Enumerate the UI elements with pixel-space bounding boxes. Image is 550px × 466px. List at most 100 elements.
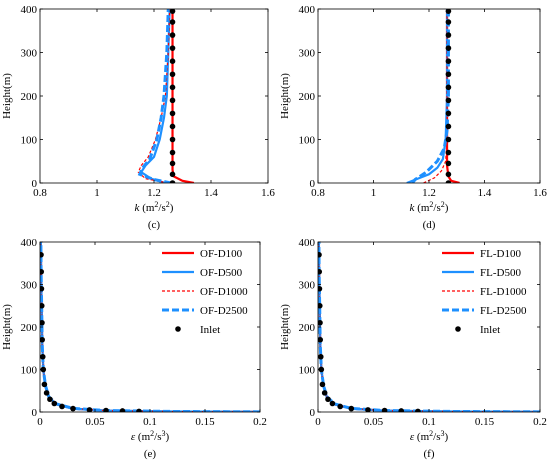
plot-area-c [137,9,195,183]
inlet-point-e-1 [119,408,126,412]
panel-caption-c: (c) [148,219,161,231]
inlet-point-c-14 [169,9,176,14]
x-tick-label-e-4: 0.2 [253,416,267,428]
legend-marker-f-4 [455,326,461,332]
inlet-point-e-11 [40,353,46,360]
inlet-point-f-0 [415,408,421,412]
y-tick-label-f-0: 0 [310,407,316,419]
x-tick-label-d-1: 1 [371,187,377,199]
x-axis-label-e: ε (m2/s3) [131,429,170,444]
inlet-point-e-13 [40,319,45,326]
plot-area-f [318,242,540,412]
x-tick-label-c-0: 0.8 [33,187,47,199]
legend-label-f-1: FL-D500 [480,267,521,279]
inlet-point-c-13 [169,19,176,25]
inlet-point-e-8 [43,390,50,396]
inlet-point-c-9 [169,71,176,78]
inlet-point-c-8 [169,84,176,91]
x-tick-label-c-3: 1.4 [204,187,218,199]
chart-panel-e: 0 0.05 0.1 0.15 0.2 0 100 200 300 400 Height(m) ε (… [1,237,267,460]
x-tick-label-f-2: 0.1 [422,416,436,428]
inlet-point-e-16 [40,268,45,275]
y-tick-label-c-4: 400 [21,4,38,16]
x-tick-label-e-3: 0.15 [195,416,215,428]
inlet-point-d-4 [445,136,452,143]
y-tick-label-d-1: 100 [299,135,316,147]
inlet-point-c-1 [169,171,176,178]
inlet-point-e-7 [47,396,53,403]
inlet-point-c-6 [169,110,176,117]
x-tick-label-c-4: 1.6 [261,187,275,199]
inlet-point-d-5 [445,123,452,130]
chart-panel-d: 0.8 1 1.2 1.4 1.6 0 100 200 300 400 Height(m) k (m2… [279,4,547,231]
legend-label-f-2: FL-D1000 [480,286,527,298]
y-tick-label-e-0: 0 [32,407,38,419]
x-tick-label-d-2: 1.2 [422,187,436,199]
x-tick-label-d-3: 1.4 [478,187,492,199]
inlet-point-e-9 [41,381,48,388]
inlet-point-e-3 [86,407,93,412]
y-tick-label-e-1: 100 [21,365,38,377]
panel-caption-e: (e) [144,448,157,460]
y-axis-label-e: Height(m) [1,304,13,350]
inlet-point-f-12 [318,336,324,343]
inlet-point-e-14 [40,302,45,309]
y-tick-label-d-0: 0 [310,178,316,190]
inlet-point-e-0 [136,408,142,412]
inlet-point-c-12 [169,32,176,38]
legend-label-f-4: Inlet [480,324,500,336]
x-tick-label-f-1: 0.05 [364,416,384,428]
x-axis-label-d: k (m2/s2) [410,200,449,215]
inlet-point-e-5 [59,403,65,410]
legend-marker-e-4 [175,326,181,332]
inlet-point-d-12 [445,32,452,38]
inlet-point-c-7 [169,97,176,104]
y-tick-label-f-1: 100 [299,365,316,377]
chart-panel-c: 0.8 1 1.2 1.4 1.6 0 100 200 300 400 Height(m) k (m2… [1,4,275,231]
y-tick-label-e-4: 400 [21,237,38,249]
inlet-point-f-9 [319,381,326,388]
inlet-point-d-11 [445,45,452,51]
inlet-point-c-5 [169,123,176,130]
inlet-point-e-10 [40,366,47,373]
legend-label-f-3: FL-D2500 [480,305,527,317]
inlet-point-e-2 [103,407,109,412]
x-tick-label-e-2: 0.1 [143,416,157,428]
inlet-point-c-11 [169,45,176,51]
inlet-point-f-8 [321,390,328,396]
y-tick-label-d-3: 300 [299,48,316,60]
legend-label-e-1: OF-D500 [200,267,243,279]
x-tick-label-d-0: 0.8 [311,187,325,199]
series-line-c-d1000 [137,9,171,183]
chart-panel-f: 0 0.05 0.1 0.15 0.2 0 100 200 300 400 Height(m) ε (… [279,237,547,460]
x-tick-label-d-4: 1.6 [533,187,547,199]
legend-f: FL-D100 FL-D500 FL-D1000 FL-D2500 Inlet [442,248,527,336]
x-tick-label-e-1: 0.05 [85,416,105,428]
inlet-point-d-3 [445,149,452,156]
legend-label-f-0: FL-D100 [480,248,521,260]
y-axis-label-f: Height(m) [279,304,291,350]
inlet-point-c-0 [169,180,176,183]
x-tick-label-c-2: 1.2 [147,187,161,199]
inlet-point-f-1 [398,408,405,412]
x-tick-label-f-4: 0.2 [533,416,547,428]
inlet-point-f-7 [325,396,331,403]
y-tick-label-c-2: 200 [21,91,38,103]
inlet-point-c-3 [169,149,176,156]
panel-caption-d: (d) [423,219,436,231]
inlet-point-f-13 [318,319,323,326]
inlet-point-f-15 [318,285,323,292]
inlet-point-e-15 [40,285,45,292]
y-axis-label-c: Height(m) [1,73,13,119]
inlet-point-c-2 [169,160,176,167]
y-tick-label-c-0: 0 [32,178,38,190]
series-line-c-d100 [171,9,195,183]
x-axis-label-c: k (m2/s2) [135,200,174,215]
inlet-point-f-11 [318,353,324,360]
legend-e: OF-D100 OF-D500 OF-D1000 OF-D2500 Inlet [162,248,248,336]
y-tick-label-d-2: 200 [299,91,316,103]
x-axis-label-f: ε (m2/s3) [410,429,449,444]
inlet-point-c-10 [169,58,176,64]
legend-label-e-2: OF-D1000 [200,286,248,298]
